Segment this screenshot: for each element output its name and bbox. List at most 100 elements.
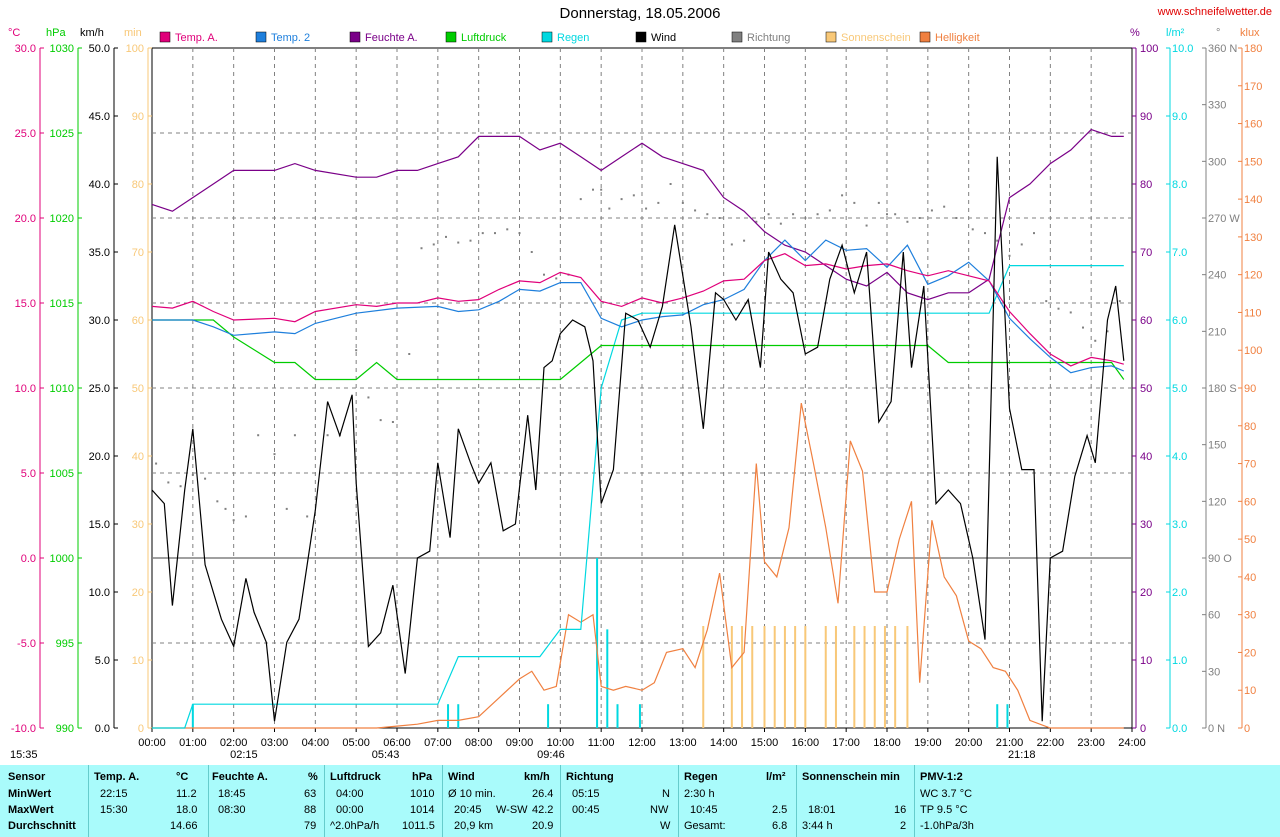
axis-degree-tick-label: 270 W [1208, 213, 1240, 225]
richtung-point [1106, 330, 1109, 333]
feuchte-min: 63 [304, 788, 317, 800]
x-tick-label: 22:00 [1037, 737, 1065, 749]
richtung-point [204, 477, 207, 480]
wind-max-time: 20:45 [454, 804, 482, 816]
legend-swatch [445, 31, 457, 43]
luftdruck-avg: 1011.5 [402, 820, 435, 832]
richtung-point [841, 194, 844, 197]
x-tick-label: 04:00 [302, 737, 330, 749]
richtung-point [804, 217, 807, 219]
richtung-max: NW [650, 804, 669, 816]
axis-min-tick-label: 100 [126, 43, 144, 55]
richtung-point [894, 213, 897, 216]
legend-label: Helligkeit [935, 32, 980, 44]
axis-hpa-tick-label: 990 [56, 723, 74, 735]
regen-max: 2.5 [772, 804, 788, 816]
axis-percent-tick-label: 20 [1140, 587, 1152, 599]
axis-degree-tick-label: 90 O [1208, 553, 1232, 565]
legend-label: Regen [557, 32, 589, 44]
axis-celsius-tick-label: -10.0 [11, 723, 36, 735]
axis-kmh-tick-label: 30.0 [89, 315, 110, 327]
stats-luftdruck: Luftdruck hPa 04:00 1010 00:00 1014 ^2.0… [330, 765, 442, 837]
regen-title: Regen [684, 771, 718, 783]
moon-time-label: 15:35 [10, 749, 38, 761]
axis-hpa-tick-label: 1015 [50, 298, 74, 310]
axis-celsius-tick-label: 0.0 [21, 553, 36, 565]
richtung-point [457, 241, 460, 244]
axis-klux-tick-label: 130 [1244, 232, 1262, 244]
axis-klux-tick-label: 160 [1244, 119, 1262, 131]
richtung-point [657, 201, 660, 204]
stats-regen: Regen l/m² 2:30 h 10:45 2.5 Gesamt: 6.8 [684, 765, 792, 837]
richtung-point [555, 277, 558, 280]
axis-kmh-tick-label: 45.0 [89, 111, 110, 123]
legend-label: Temp. A. [175, 32, 218, 44]
feuchte-max: 88 [304, 804, 317, 816]
temp-min: 11.2 [176, 788, 197, 800]
weather-chart: 30.025.020.015.010.05.00.0-5.0-10.010301… [8, 27, 1262, 761]
axis-degree-tick-label: 330 [1208, 100, 1226, 112]
x-tick-label: 01:00 [179, 737, 207, 749]
axis-celsius-tick-label: 30.0 [15, 43, 36, 55]
axis-klux-tick-label: 90 [1244, 383, 1256, 395]
pmv-tp: TP 9.5 °C [920, 804, 968, 816]
axis-unit-kmh: km/h [80, 27, 104, 39]
legend-swatch [349, 31, 361, 43]
x-tick-label: 06:00 [383, 737, 411, 749]
wind-max-dir: W-SW [496, 804, 528, 816]
richtung-title: Richtung [566, 771, 614, 783]
regen-total-label: Gesamt: [684, 820, 726, 832]
axis-klux-tick-label: 50 [1244, 534, 1256, 546]
axis-min-tick-label: 0 [138, 723, 144, 735]
richtung-point [1069, 311, 1072, 314]
richtung-point [681, 201, 684, 204]
axis-unit-celsius: °C [8, 27, 20, 39]
richtung-point [918, 217, 921, 219]
axis-min-tick-label: 50 [132, 383, 144, 395]
richtung-point [518, 232, 521, 235]
richtung-point [273, 453, 276, 456]
axis-celsius-tick-label: 20.0 [15, 213, 36, 225]
richtung-max-time: 00:45 [572, 804, 600, 816]
axis-klux-tick-label: 180 [1244, 43, 1262, 55]
richtung-min: N [662, 788, 670, 800]
x-tick-label: 13:00 [669, 737, 697, 749]
x-tick-label: 03:00 [261, 737, 289, 749]
regen-max-time: 10:45 [690, 804, 718, 816]
axis-degree-tick-label: 240 [1208, 270, 1226, 282]
richtung-point [730, 243, 733, 246]
sonne-total-time: 3:44 h [802, 820, 833, 832]
axis-percent-tick-label: 40 [1140, 451, 1152, 463]
axis-rain-tick-label: 6.0 [1172, 315, 1187, 327]
legend-swatch [159, 31, 171, 43]
sonne-max: 16 [894, 804, 907, 816]
series-temp-2 [152, 239, 1125, 374]
temp-unit: °C [176, 771, 189, 783]
axis-rain-tick-label: 8.0 [1172, 179, 1187, 191]
legend-label: Wind [651, 32, 676, 44]
axis-min-tick-label: 70 [132, 247, 144, 259]
regen-min: 2:30 h [684, 788, 715, 800]
sonne-total: 2 [900, 820, 907, 832]
axis-degree-tick-label: 300 [1208, 156, 1226, 168]
legend-swatch [635, 31, 647, 43]
feuchte-max-time: 08:30 [218, 804, 246, 816]
axis-rain-tick-label: 9.0 [1172, 111, 1187, 123]
axis-percent-tick-label: 70 [1140, 247, 1152, 259]
richtung-point [877, 201, 880, 204]
richtung-point [155, 462, 158, 465]
richtung-point [379, 419, 382, 422]
richtung-point [828, 209, 831, 212]
axis-rain-tick-label: 10.0 [1172, 43, 1193, 55]
legend-swatch [825, 31, 837, 43]
label-minwert: MinWert [8, 788, 52, 800]
site-link[interactable]: www.schneifelwetter.de [1157, 6, 1272, 18]
x-tick-label: 21:00 [996, 737, 1024, 749]
stats-feuchte: Feuchte A. % 18:45 63 08:30 88 79 [212, 765, 322, 837]
feuchte-min-time: 18:45 [218, 788, 246, 800]
axis-degree-tick-label: 180 S [1208, 383, 1237, 395]
pmv-title: PMV-1:2 [920, 771, 963, 783]
luftdruck-unit: hPa [412, 771, 433, 783]
richtung-point [996, 239, 999, 242]
richtung-point [326, 434, 329, 437]
